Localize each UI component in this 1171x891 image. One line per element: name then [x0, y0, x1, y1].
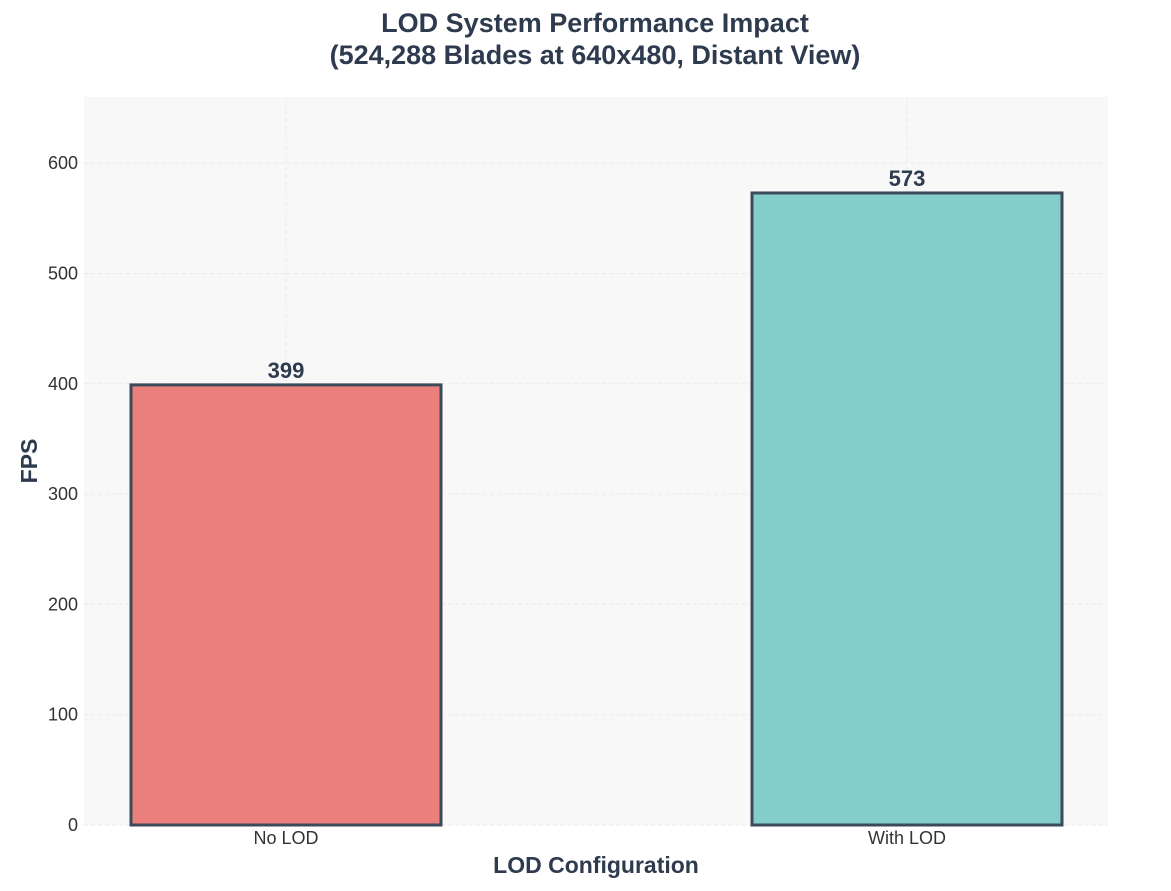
- chart-title: LOD System Performance Impact: [381, 8, 809, 38]
- y-tick-label: 200: [48, 594, 78, 614]
- y-axis-label: FPS: [16, 439, 42, 484]
- y-axis-ticks: 0 100 200 300 400 500 600: [48, 153, 78, 835]
- x-tick-label: No LOD: [253, 828, 318, 848]
- y-tick-label: 0: [68, 815, 78, 835]
- data-labels: 399 573: [268, 166, 926, 383]
- bar-with-lod: [750, 191, 1064, 827]
- x-tick-label: With LOD: [868, 828, 946, 848]
- y-tick-label: 100: [48, 705, 78, 725]
- bar-no-lod: [129, 383, 443, 827]
- chart-subtitle: (524,288 Blades at 640x480, Distant View…: [330, 40, 861, 70]
- y-tick-label: 300: [48, 484, 78, 504]
- y-tick-label: 400: [48, 374, 78, 394]
- y-tick-label: 500: [48, 263, 78, 283]
- data-label: 573: [889, 166, 926, 191]
- data-label: 399: [268, 358, 305, 383]
- bars: [129, 191, 1064, 827]
- y-tick-label: 600: [48, 153, 78, 173]
- x-axis-ticks: No LOD With LOD: [253, 828, 946, 848]
- x-axis-label: LOD Configuration: [493, 852, 699, 878]
